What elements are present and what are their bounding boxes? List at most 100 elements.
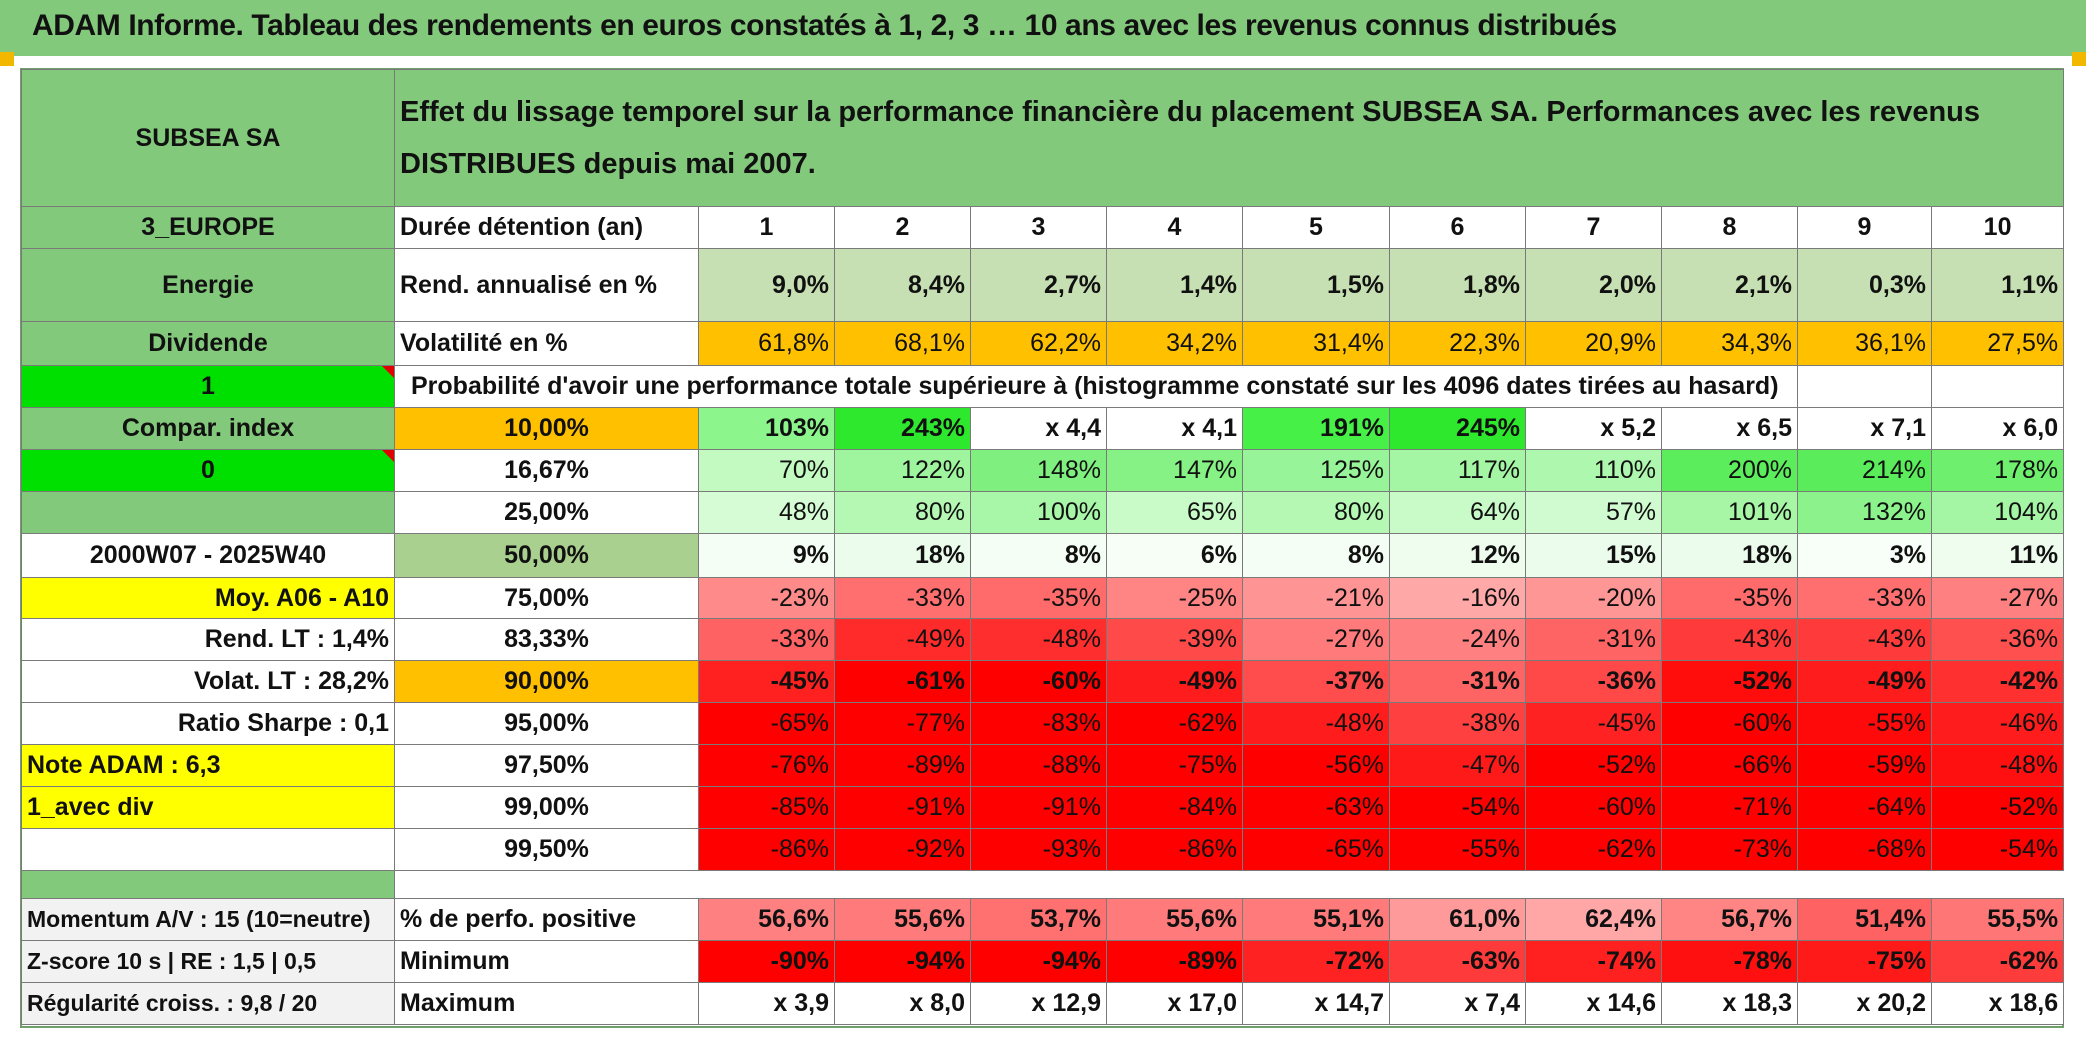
header-row: SUBSEA SA Effet du lissage temporel sur … [21, 69, 2065, 207]
maximum-cell: x 12,9 [970, 982, 1107, 1025]
percentile-cell: 101% [1661, 491, 1798, 534]
percentile-cell: -43% [1661, 618, 1798, 661]
percentile-cell: 122% [834, 449, 971, 492]
percentile-cell: -93% [970, 828, 1107, 871]
percentile-row: 25,00% 48% 80% 100% 65% 80% 64% 57% 101% 132% 104% [21, 491, 2065, 534]
percentile-cell: x 5,2 [1525, 407, 1662, 450]
positive-performance-cell: 55,6% [1106, 898, 1243, 941]
percentile-row: 0 16,67% 70% 122% 148% 147% 125% 117% 110% 200% 21… [21, 449, 2065, 492]
percentile-cell: -84% [1106, 786, 1243, 829]
percentile-cell: -62% [1106, 702, 1243, 745]
positive-performance-cell: 55,5% [1930, 898, 2065, 941]
percentile-cell: 57% [1525, 491, 1662, 534]
empty-cell [21, 828, 395, 871]
percentile-label: 50,00% [394, 533, 699, 578]
percentile-cell: -63% [1242, 786, 1390, 829]
positive-performance-cell: 56,6% [698, 898, 835, 941]
year-header: 8 [1661, 206, 1798, 249]
percentile-cell: -65% [1242, 828, 1390, 871]
percentile-cell: 125% [1242, 449, 1390, 492]
positive-performance-cell: 62,4% [1525, 898, 1662, 941]
percentile-cell: -73% [1661, 828, 1798, 871]
percentile-cell: -62% [1525, 828, 1662, 871]
long-term-return: Rend. LT : 1,4% [21, 618, 395, 661]
volatility-cell: 27,5% [1930, 321, 2065, 366]
percentile-label: 90,00% [394, 660, 699, 703]
annual-return-cell: 9,0% [698, 248, 835, 322]
annual-return-cell: 0,3% [1797, 248, 1932, 322]
year-header: 5 [1242, 206, 1390, 249]
minimum-row: Z-score 10 s | RE : 1,5 | 0,5 Minimum -90%… [21, 940, 2065, 983]
maximum-label: Maximum [394, 982, 699, 1025]
minimum-cell: -78% [1661, 940, 1798, 983]
minimum-cell: -62% [1930, 940, 2065, 983]
percentile-row: Volat. LT : 28,2% 90,00% -45% -61% -60% -49% -… [21, 660, 2065, 703]
percentile-row: Note ADAM : 6,3 97,50% -76% -89% -88% -75% -56… [21, 744, 2065, 787]
year-header: 4 [1106, 206, 1243, 249]
percentile-cell: 12% [1389, 533, 1526, 578]
percentile-cell: 214% [1797, 449, 1932, 492]
percentile-cell: 64% [1389, 491, 1526, 534]
percentile-cell: 3% [1797, 533, 1932, 578]
percentile-cell: -55% [1797, 702, 1932, 745]
sharpe-ratio: Ratio Sharpe : 0,1 [21, 702, 395, 745]
percentile-cell: 200% [1661, 449, 1798, 492]
percentile-cell: 11% [1930, 533, 2065, 578]
percentile-cell: -38% [1389, 702, 1526, 745]
percentile-cell: -31% [1525, 618, 1662, 661]
percentile-cell: 100% [970, 491, 1107, 534]
percentile-cell: -48% [970, 618, 1107, 661]
volatility-cell: 62,2% [970, 321, 1107, 366]
percentile-cell: -83% [970, 702, 1107, 745]
duration-label: Durée détention (an) [394, 206, 699, 249]
percentile-row: Rend. LT : 1,4% 83,33% -33% -49% -48% -39% -27… [21, 618, 2065, 661]
year-header: 6 [1389, 206, 1526, 249]
percentile-cell: -49% [1797, 660, 1932, 703]
annual-return-cell: 8,4% [834, 248, 971, 322]
percentile-cell: -60% [1661, 702, 1798, 745]
percentile-cell: -23% [698, 577, 835, 619]
percentile-cell: -47% [1389, 744, 1526, 787]
percentile-cell: x 4,4 [970, 407, 1107, 450]
table-description: Effet du lissage temporel sur la perform… [393, 69, 2065, 207]
positive-performance-label: % de perfo. positive [394, 898, 699, 941]
minimum-cell: -90% [698, 940, 835, 983]
volatility-cell: 34,2% [1106, 321, 1243, 366]
percentile-cell: -48% [1930, 744, 2065, 787]
adam-score: Note ADAM : 6,3 [21, 744, 395, 787]
volatility-cell: 34,3% [1661, 321, 1798, 366]
percentile-cell: -52% [1930, 786, 2065, 829]
percentile-cell: -88% [970, 744, 1107, 787]
percentile-cell: -54% [1389, 786, 1526, 829]
minimum-cell: -89% [1106, 940, 1243, 983]
percentile-cell: 132% [1797, 491, 1932, 534]
percentile-cell: -71% [1661, 786, 1798, 829]
percentile-cell: 70% [698, 449, 835, 492]
volatility-cell: 20,9% [1525, 321, 1662, 366]
title-bar: ADAM Informe. Tableau des rendements en … [0, 0, 2086, 56]
percentile-cell: -49% [1106, 660, 1243, 703]
percentile-cell: 18% [1661, 533, 1798, 578]
percentile-row: Moy. A06 - A10 75,00% -23% -33% -35% -25% -21%… [21, 577, 2065, 619]
percentile-cell: -33% [698, 618, 835, 661]
volatility-label: Volatilité en % [394, 321, 699, 366]
year-header: 10 [1930, 206, 2065, 249]
positive-performance-cell: 51,4% [1797, 898, 1932, 941]
maximum-cell: x 7,4 [1389, 982, 1526, 1025]
percentile-label: 99,50% [394, 828, 699, 871]
flag-one: 1 [21, 365, 395, 408]
percentile-cell: -24% [1389, 618, 1526, 661]
maximum-cell: x 18,6 [1930, 982, 2065, 1025]
annual-return-row: Energie Rend. annualisé en % 9,0% 8,4% 2,7… [21, 248, 2065, 322]
percentile-cell: 6% [1106, 533, 1243, 578]
percentile-cell: -52% [1525, 744, 1662, 787]
percentile-cell: -60% [970, 660, 1107, 703]
minimum-cell: -75% [1797, 940, 1932, 983]
percentile-label: 99,00% [394, 786, 699, 829]
percentile-cell: 117% [1389, 449, 1526, 492]
volatility-cell: 22,3% [1389, 321, 1526, 366]
percentile-cell: x 6,5 [1661, 407, 1798, 450]
percentile-cell: -43% [1797, 618, 1932, 661]
percentile-cell: -86% [698, 828, 835, 871]
